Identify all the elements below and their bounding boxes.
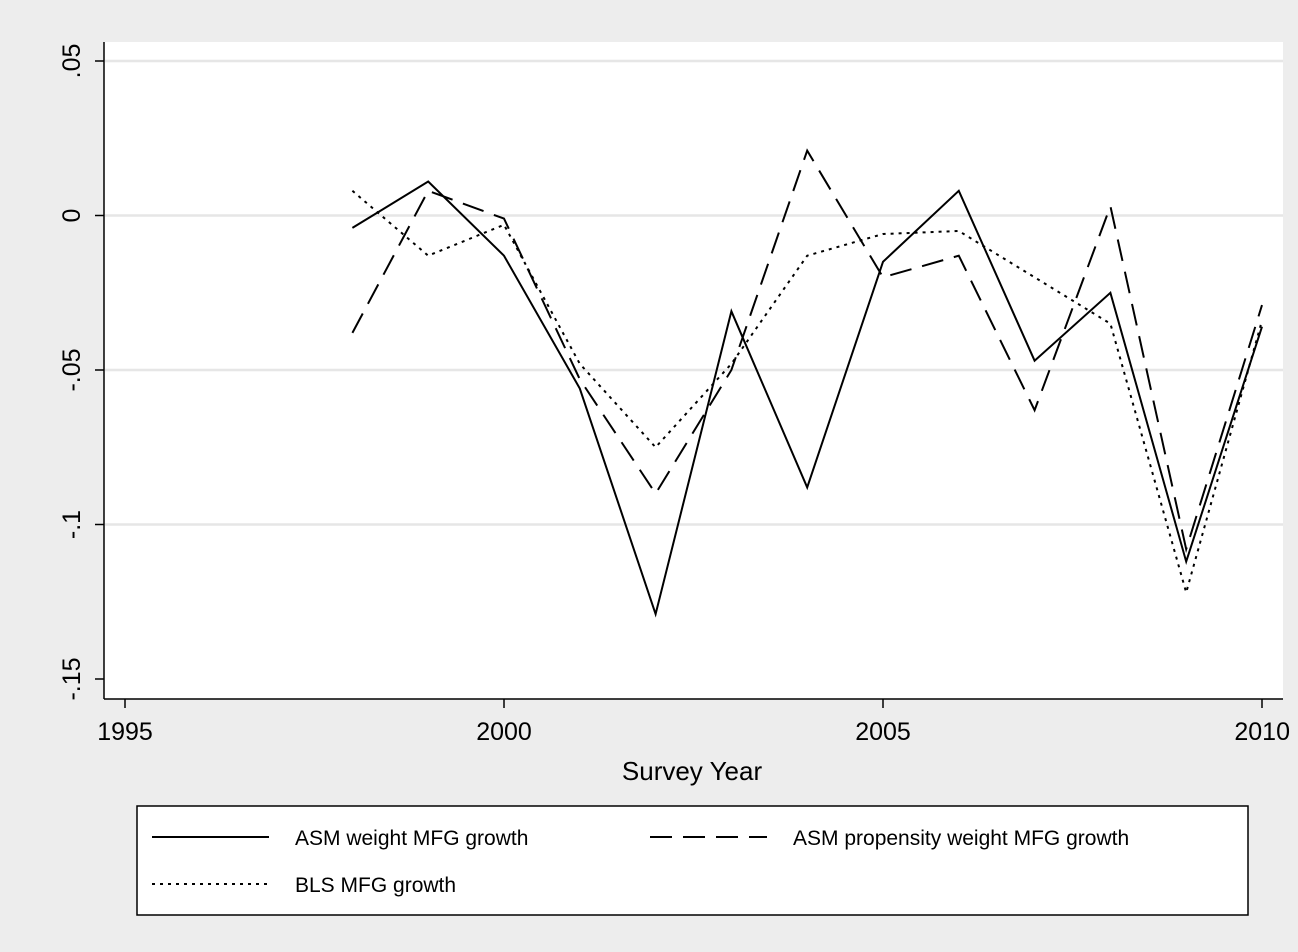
y-tick-label: -.15 [58, 657, 86, 700]
series-line-1 [351, 180, 1263, 618]
series-lines [351, 148, 1263, 618]
y-tick-label: 0 [58, 209, 86, 223]
x-axis-title: Survey Year [622, 756, 763, 786]
legend-box [136, 805, 1249, 916]
x-tick-label: 1995 [97, 718, 153, 746]
x-tick-label: 2010 [1234, 718, 1290, 746]
legend-label-1: ASM weight MFG growth [295, 827, 528, 850]
series-line-2 [351, 148, 1263, 554]
legend-label-3: BLS MFG growth [295, 874, 456, 897]
y-tick-label: -.1 [58, 510, 86, 539]
x-ticks: 1995 2000 2005 2010 [97, 699, 1290, 746]
y-tick-label: .05 [58, 44, 86, 79]
legend: ASM weight MFG growth ASM propensity weig… [136, 805, 1249, 916]
legend-items: ASM weight MFG growth ASM propensity weig… [152, 827, 1129, 897]
x-tick-label: 2005 [855, 718, 911, 746]
y-ticks: .05 0 -.05 -.1 -.15 [58, 44, 104, 701]
y-tick-label: -.05 [58, 348, 86, 391]
grid-lines [105, 59, 1283, 526]
x-tick-label: 2000 [476, 718, 532, 746]
legend-label-2: ASM propensity weight MFG growth [793, 827, 1129, 850]
series-line-3 [351, 190, 1263, 597]
